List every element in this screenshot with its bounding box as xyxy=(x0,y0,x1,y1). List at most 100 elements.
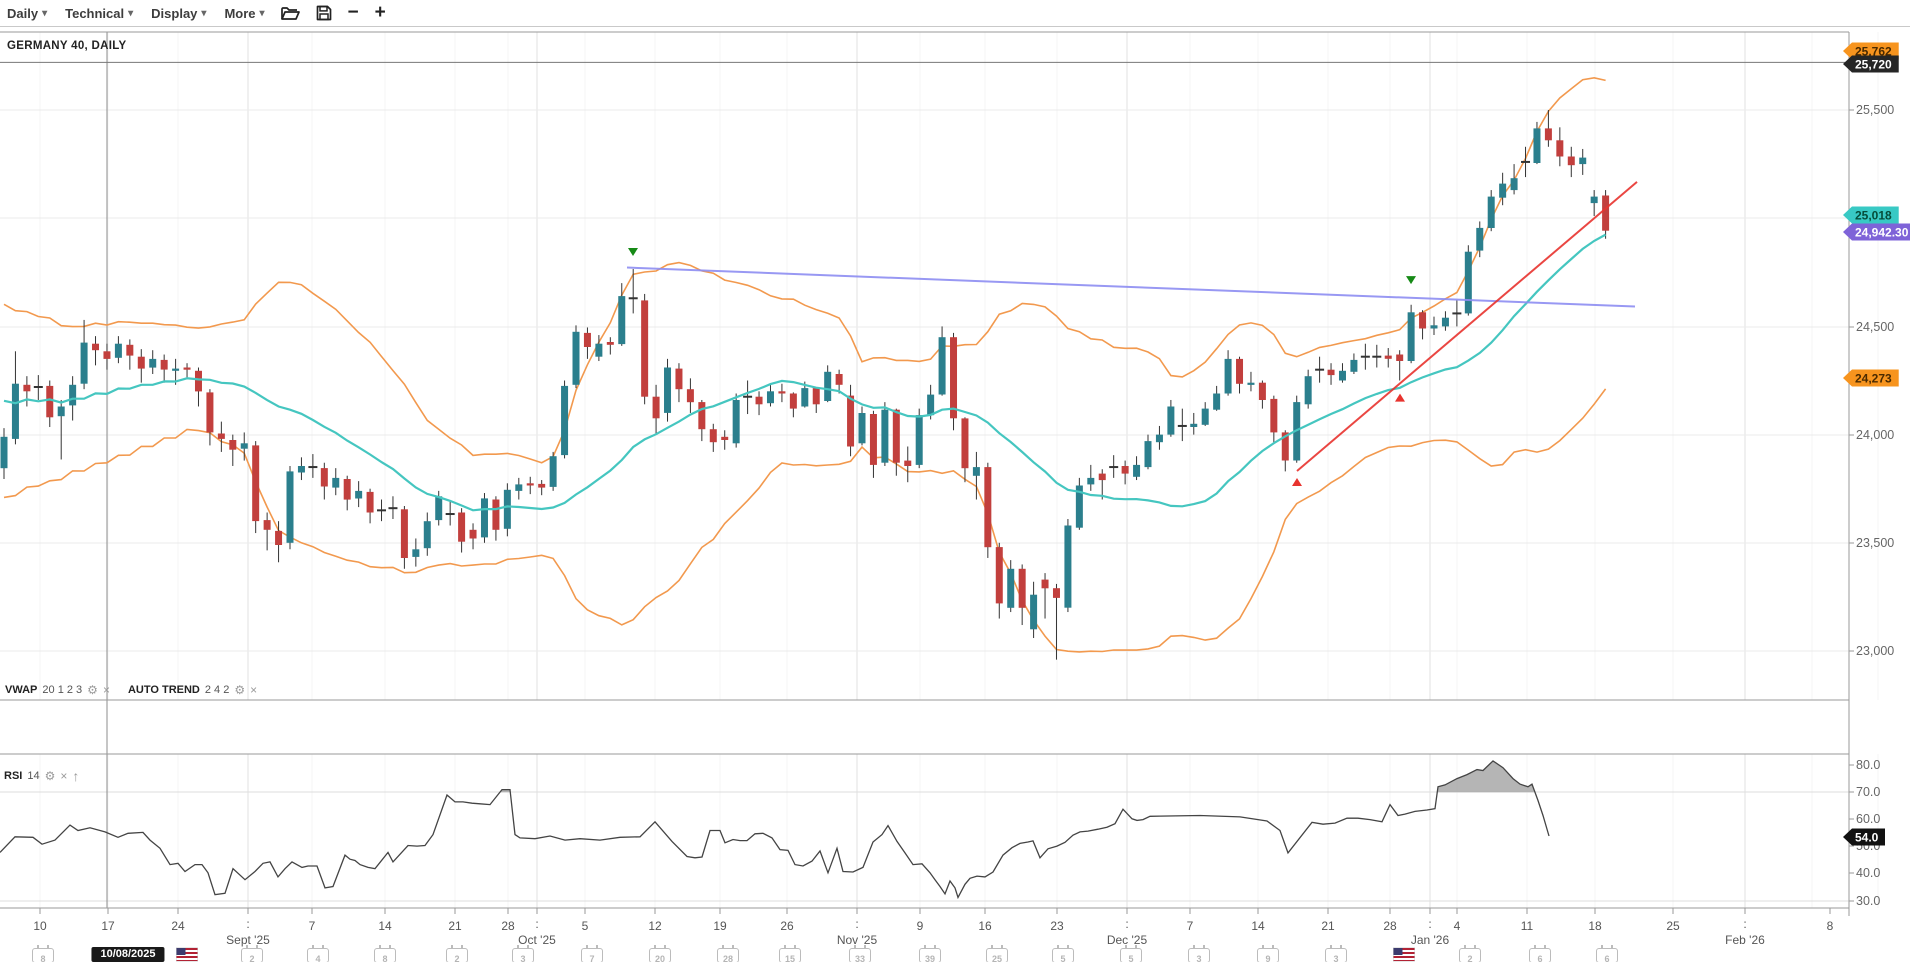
date-label: 14 xyxy=(378,919,392,933)
month-tick: : xyxy=(246,917,250,931)
open-folder-icon[interactable] xyxy=(280,6,300,21)
calendar-event-icon[interactable]: 2 xyxy=(241,945,263,962)
chevron-down-icon: ▾ xyxy=(201,7,207,19)
month-label: Nov '25 xyxy=(836,933,878,947)
timeframe-menu-label: Daily xyxy=(7,5,39,21)
date-label: 7 xyxy=(308,919,316,933)
us-flag-icon[interactable] xyxy=(1393,948,1415,961)
price-axis-tick: 23,000 xyxy=(1856,644,1895,658)
date-label: 14 xyxy=(1251,919,1265,933)
save-icon[interactable] xyxy=(316,5,332,21)
zoom-in-icon[interactable]: + xyxy=(374,2,386,23)
date-label: 25 xyxy=(1666,919,1680,933)
month-tick: : xyxy=(1428,917,1432,931)
price-axis-tick: 24,000 xyxy=(1856,428,1895,442)
date-label: 17 xyxy=(101,919,115,933)
chevron-down-icon: ▾ xyxy=(42,7,48,19)
price-tag: 25,720 xyxy=(1843,55,1899,73)
calendar-event-icon[interactable]: 5 xyxy=(1120,945,1142,962)
month-tick: : xyxy=(535,917,539,931)
calendar-event-icon[interactable]: 33 xyxy=(849,945,871,962)
price-tag: 25,018 xyxy=(1843,206,1899,224)
price-axis-tick: 25,500 xyxy=(1856,103,1895,117)
date-label: 21 xyxy=(1321,919,1335,933)
timeframe-menu[interactable]: Daily ▾ xyxy=(7,6,47,21)
rsi-settings-gear-icon[interactable]: ⚙ xyxy=(44,769,56,783)
calendar-event-icon[interactable]: 28 xyxy=(717,945,739,962)
price-axis-tick: 23,500 xyxy=(1856,536,1895,550)
date-label: 21 xyxy=(448,919,462,933)
calendar-event-icon[interactable]: 3 xyxy=(1325,945,1347,962)
price-axis-tick: 24,500 xyxy=(1856,320,1895,334)
calendar-event-icon[interactable]: 7 xyxy=(581,945,603,962)
calendar-event-icon[interactable]: 3 xyxy=(512,945,534,962)
month-label: Feb '26 xyxy=(1725,933,1765,947)
symbol-label: GERMANY 40, DAILY xyxy=(7,40,127,52)
rsi-axis-tick: 40.0 xyxy=(1856,866,1881,880)
autotrend-remove-icon[interactable]: × xyxy=(250,683,258,697)
date-label: 23 xyxy=(1050,919,1064,933)
rsi-axis-tick: 70.0 xyxy=(1856,785,1881,799)
autotrend-settings-gear-icon[interactable]: ⚙ xyxy=(234,683,246,697)
date-label: 10 xyxy=(33,919,47,933)
rsi-axis-tick: 60.0 xyxy=(1856,812,1881,826)
calendar-event-icon[interactable]: 6 xyxy=(1529,945,1551,962)
selected-date-tooltip: 10/08/2025 xyxy=(91,947,165,962)
date-label: 28 xyxy=(501,919,515,933)
more-menu[interactable]: More ▾ xyxy=(224,6,264,21)
calendar-event-icon[interactable]: 6 xyxy=(1596,945,1618,962)
price-tag: 25,762 xyxy=(1843,42,1899,60)
rsi-value-tag: 54.0 xyxy=(1843,828,1886,846)
toolbar: Daily ▾ Technical ▾ Display ▾ More ▾ − + xyxy=(0,0,1910,27)
date-label: 8 xyxy=(1826,919,1834,933)
autotrend-label: AUTO TREND xyxy=(127,684,200,696)
calendar-event-icon[interactable]: 39 xyxy=(919,945,941,962)
chevron-down-icon: ▾ xyxy=(259,7,265,19)
calendar-event-icon[interactable]: 3 xyxy=(1188,945,1210,962)
calendar-event-icon[interactable]: 8 xyxy=(374,945,396,962)
month-label: Oct '25 xyxy=(518,933,556,947)
calendar-event-icon[interactable]: 9 xyxy=(1257,945,1279,962)
calendar-event-icon[interactable]: 15 xyxy=(779,945,801,962)
rsi-label: RSI xyxy=(4,770,23,782)
rsi-axis-tick: 80.0 xyxy=(1856,758,1881,772)
month-label: Sept '25 xyxy=(226,933,270,947)
calendar-event-icon[interactable]: 5 xyxy=(1052,945,1074,962)
date-label: 7 xyxy=(1186,919,1194,933)
technical-menu[interactable]: Technical ▾ xyxy=(65,6,133,21)
date-label: 9 xyxy=(916,919,924,933)
month-tick: : xyxy=(1743,917,1747,931)
month-tick: : xyxy=(1125,917,1129,931)
date-label: 16 xyxy=(978,919,992,933)
autotrend-params: 2 4 2 xyxy=(204,684,230,696)
rsi-move-up-icon[interactable]: ↑ xyxy=(72,768,80,784)
date-label: 5 xyxy=(581,919,589,933)
date-label: 11 xyxy=(1520,919,1534,933)
vwap-params: 20 1 2 3 xyxy=(42,684,83,696)
us-flag-icon[interactable] xyxy=(176,948,198,961)
calendar-event-icon[interactable]: 2 xyxy=(446,945,468,962)
more-menu-label: More xyxy=(224,5,256,21)
date-label: 18 xyxy=(1588,919,1602,933)
zoom-out-icon[interactable]: − xyxy=(347,2,359,23)
calendar-event-icon[interactable]: 20 xyxy=(649,945,671,962)
display-menu[interactable]: Display ▾ xyxy=(151,6,206,21)
vwap-settings-gear-icon[interactable]: ⚙ xyxy=(87,683,98,697)
date-label: 12 xyxy=(648,919,662,933)
month-label: Jan '26 xyxy=(1410,933,1450,947)
calendar-event-icon[interactable]: 4 xyxy=(307,945,329,962)
vwap-label: VWAP xyxy=(5,684,38,696)
chevron-down-icon: ▾ xyxy=(128,7,134,19)
vwap-remove-icon[interactable]: × xyxy=(102,683,110,697)
calendar-event-icon[interactable]: 8 xyxy=(32,945,54,962)
date-label: 19 xyxy=(713,919,727,933)
price-tag: 24,942.30 xyxy=(1843,223,1910,241)
calendar-event-icon[interactable]: 2 xyxy=(1459,945,1481,962)
date-label: 24 xyxy=(171,919,185,933)
rsi-indicator-row: RSI 14 ⚙ × ↑ xyxy=(4,768,79,784)
rsi-remove-icon[interactable]: × xyxy=(60,769,68,783)
calendar-event-icon[interactable]: 25 xyxy=(986,945,1008,962)
